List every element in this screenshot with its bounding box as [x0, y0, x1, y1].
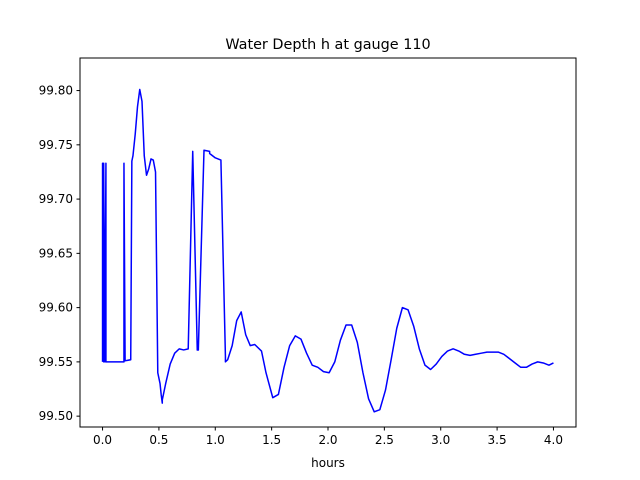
y-tick-label: 99.55	[39, 355, 73, 369]
y-tick-label: 99.70	[39, 192, 73, 206]
y-tick-label: 99.50	[39, 409, 73, 423]
x-tick-label: 3.0	[431, 433, 450, 447]
x-tick-label: 0.0	[93, 433, 112, 447]
x-axis-label: hours	[311, 456, 345, 470]
x-tick-label: 4.0	[544, 433, 563, 447]
y-tick-label: 99.80	[39, 84, 73, 98]
x-axis: 0.0 0.5 1.0 1.5 2.0 2.5 3.0 3.5 4.0	[93, 427, 563, 447]
x-tick-label: 1.5	[262, 433, 281, 447]
x-tick-label: 2.0	[318, 433, 337, 447]
y-tick-label: 99.65	[39, 246, 73, 260]
x-tick-label: 3.5	[488, 433, 507, 447]
y-tick-label: 99.60	[39, 301, 73, 315]
x-tick-label: 1.0	[206, 433, 225, 447]
series-line	[101, 88, 554, 413]
y-tick-label: 99.75	[39, 138, 73, 152]
x-tick-label: 0.5	[149, 433, 168, 447]
x-tick-label: 2.5	[375, 433, 394, 447]
y-axis: 99.50 99.55 99.60 99.65 99.70 99.75 99.80	[39, 84, 80, 423]
chart-title: Water Depth h at gauge 110	[225, 37, 430, 53]
